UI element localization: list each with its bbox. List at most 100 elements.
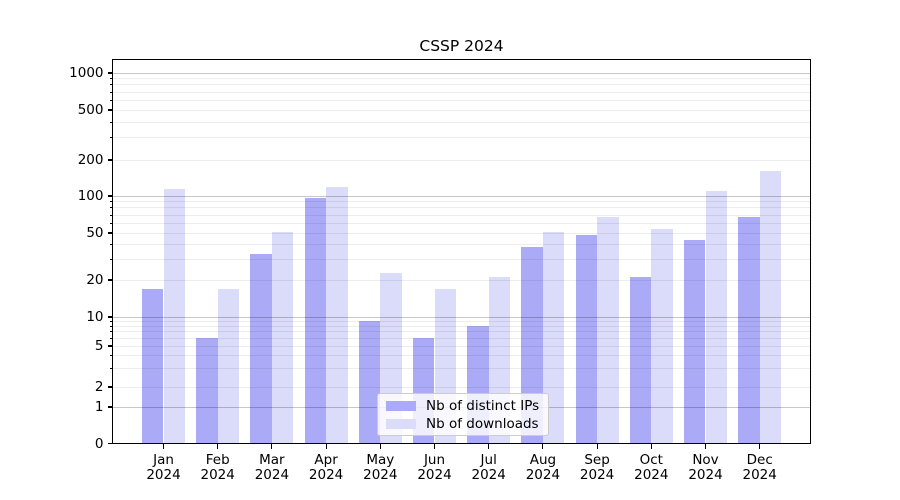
- y-minor-tick: [109, 243, 113, 245]
- gridline-minor: [112, 345, 811, 347]
- gridline-major: [112, 316, 811, 318]
- y-tick: [107, 109, 113, 111]
- gridline-minor: [112, 84, 811, 86]
- x-tick-label: Oct 2024: [634, 452, 669, 483]
- y-minor-tick: [109, 121, 113, 123]
- bar-distinct-ips: [683, 239, 706, 444]
- x-tick-label: Dec 2024: [742, 452, 777, 483]
- y-minor-tick: [109, 337, 113, 339]
- bar-downloads: [651, 228, 673, 444]
- y-tick-label: 500: [77, 102, 104, 118]
- gridline-minor: [112, 258, 811, 260]
- gridline-minor: [112, 109, 811, 111]
- x-tick-label: Sep 2024: [579, 452, 615, 483]
- gridline-minor: [112, 91, 811, 93]
- gridline-minor: [112, 325, 811, 327]
- gridline-minor: [112, 386, 811, 388]
- x-tick: [217, 444, 219, 449]
- x-tick-label: Apr 2024: [308, 452, 344, 483]
- plot-border: [112, 59, 811, 444]
- y-tick: [107, 159, 113, 161]
- y-minor-tick: [109, 331, 113, 333]
- y-minor-tick: [109, 368, 113, 370]
- x-tick-label: May 2024: [363, 452, 398, 483]
- bar-downloads: [271, 231, 294, 444]
- y-tick-label: 50: [86, 225, 104, 241]
- y-minor-tick: [109, 214, 113, 216]
- bar-downloads: [705, 191, 728, 444]
- y-minor-tick: [109, 201, 113, 203]
- legend-item-downloads: Nb of downloads: [386, 415, 548, 432]
- gridline-major: [112, 195, 811, 197]
- y-tick: [107, 232, 113, 234]
- chart-title: CSSP 2024: [419, 37, 504, 55]
- legend-label-downloads: Nb of downloads: [426, 415, 539, 432]
- y-tick-label: 2: [94, 379, 104, 395]
- y-minor-tick: [109, 99, 113, 101]
- y-tick-label: 0: [94, 435, 104, 452]
- gridline-minor: [112, 331, 811, 333]
- legend: Nb of distinct IPs Nb of downloads: [377, 393, 549, 436]
- x-tick: [650, 444, 652, 449]
- x-tick: [433, 444, 436, 449]
- gridline-minor: [112, 368, 811, 370]
- y-minor-tick: [109, 78, 113, 80]
- y-tick: [107, 406, 113, 408]
- y-minor-tick: [109, 320, 113, 322]
- gridline-minor: [112, 214, 811, 216]
- bar-downloads: [597, 216, 619, 444]
- x-tick: [162, 444, 165, 449]
- x-tick-label: Jul 2024: [471, 452, 506, 483]
- x-tick: [325, 444, 327, 449]
- y-tick: [107, 345, 113, 347]
- x-tick: [379, 444, 381, 449]
- y-tick-label: 200: [77, 152, 104, 168]
- legend-label-distinct-ips: Nb of distinct IPs: [426, 397, 540, 414]
- y-minor-tick: [109, 84, 113, 86]
- bar-distinct-ips: [304, 197, 327, 444]
- gridline-minor: [112, 78, 811, 80]
- y-tick-label: 100: [77, 188, 104, 204]
- gridline-minor: [112, 121, 811, 123]
- gridline-minor: [112, 207, 811, 209]
- bar-downloads: [326, 186, 348, 444]
- bar-downloads: [163, 188, 186, 444]
- gridline-minor: [112, 232, 811, 234]
- x-tick-label: Mar 2024: [254, 452, 290, 483]
- x-tick-label: Aug 2024: [525, 452, 561, 483]
- x-tick-label: Feb 2024: [200, 452, 235, 483]
- x-tick: [759, 444, 761, 449]
- y-tick: [107, 316, 113, 318]
- y-minor-tick: [109, 137, 113, 139]
- x-tick: [596, 444, 598, 449]
- x-tick-label: Jun 2024: [417, 452, 452, 483]
- y-tick: [107, 386, 113, 388]
- bar-distinct-ips: [629, 277, 652, 444]
- y-tick-label: 20: [86, 272, 104, 288]
- legend-swatch-distinct-ips: [386, 400, 416, 411]
- legend-item-distinct-ips: Nb of distinct IPs: [386, 397, 548, 414]
- gridline-minor: [112, 355, 811, 357]
- y-minor-tick: [109, 207, 113, 209]
- x-tick: [704, 444, 707, 449]
- y-minor-tick: [109, 91, 113, 93]
- y-tick: [107, 442, 113, 445]
- y-tick: [107, 279, 113, 281]
- y-minor-tick: [109, 222, 113, 224]
- y-minor-tick: [109, 355, 113, 357]
- legend-swatch-downloads: [386, 418, 416, 429]
- bar-distinct-ips: [575, 235, 598, 444]
- gridline-minor: [112, 337, 811, 339]
- y-tick-label: 1000: [69, 65, 104, 81]
- gridline-minor: [112, 137, 811, 139]
- bar-distinct-ips: [358, 321, 381, 444]
- bar-distinct-ips: [250, 254, 272, 444]
- x-tick-label: Nov 2024: [688, 452, 723, 483]
- x-tick: [542, 444, 544, 449]
- y-minor-tick: [109, 258, 113, 260]
- gridline-minor: [112, 222, 811, 224]
- y-tick: [107, 195, 113, 197]
- y-minor-tick: [109, 325, 113, 327]
- bar-downloads: [217, 288, 240, 444]
